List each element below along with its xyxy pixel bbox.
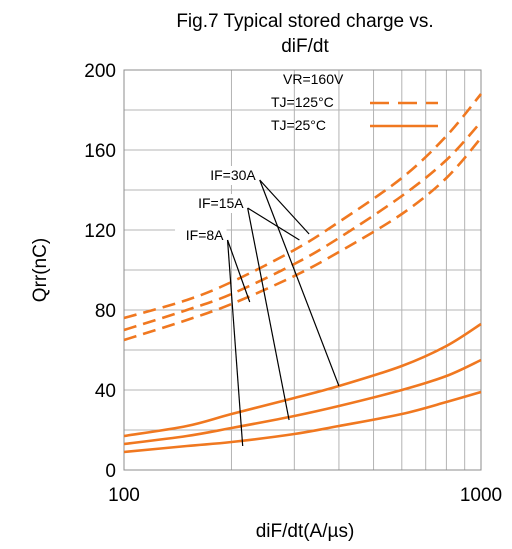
- series-line-solid-3: [123, 322, 482, 438]
- annotation-leader-2-1: [226, 239, 244, 447]
- series-line-solid-4: [123, 358, 482, 446]
- y-tick-label: 0: [105, 461, 116, 482]
- annotation-leader-1-0: [247, 207, 300, 241]
- series-line-solid-5: [123, 390, 482, 454]
- legend-condition: VR=160V: [283, 71, 344, 87]
- annotation-bg: [198, 166, 259, 185]
- annotation-label-1: IF=15A: [198, 195, 244, 211]
- annotation-bg: [175, 226, 227, 245]
- y-tick-label: 40: [95, 381, 116, 402]
- annotations: IF=30A IF=15A IF=8A: [175, 166, 340, 447]
- legend-label-tj25: TJ=25°C: [271, 117, 326, 133]
- legend-label-tj125: TJ=125°C: [271, 94, 334, 110]
- series-line-dashed-2: [123, 137, 482, 342]
- annotation-leader-0-0: [259, 179, 310, 235]
- annotation-label-2: IF=8A: [186, 227, 224, 243]
- tick-labels: 0 40 80 120 160 200 100 1000: [84, 61, 502, 506]
- annotation-leader-1-1: [247, 207, 290, 421]
- y-tick-label: 120: [84, 221, 116, 242]
- y-tick-label: 200: [84, 61, 116, 82]
- x-tick-label: 1000: [460, 485, 502, 506]
- x-axis-label: diF/dt(A/µs): [256, 521, 355, 542]
- plot-frame: [123, 69, 482, 471]
- y-tick-label: 160: [84, 141, 116, 162]
- series-line-dashed-0: [123, 93, 483, 320]
- annotation-leader-0-1: [259, 179, 340, 387]
- annotation-bg: [186, 194, 247, 213]
- annotation-label-0: IF=30A: [210, 167, 256, 183]
- y-tick-label: 80: [95, 301, 116, 322]
- annotation-leader-2-0: [226, 239, 251, 303]
- chart-title-line1: Fig.7 Typical stored charge vs.: [176, 11, 433, 32]
- legend: VR=160V TJ=125°C TJ=25°C: [271, 71, 438, 133]
- series-group: [123, 93, 483, 454]
- y-axis-label: Qrr(nC): [30, 238, 51, 302]
- chart-title-line2: diF/dt: [281, 36, 329, 57]
- series-line-dashed-1: [123, 121, 482, 332]
- x-tick-label: 100: [108, 485, 140, 506]
